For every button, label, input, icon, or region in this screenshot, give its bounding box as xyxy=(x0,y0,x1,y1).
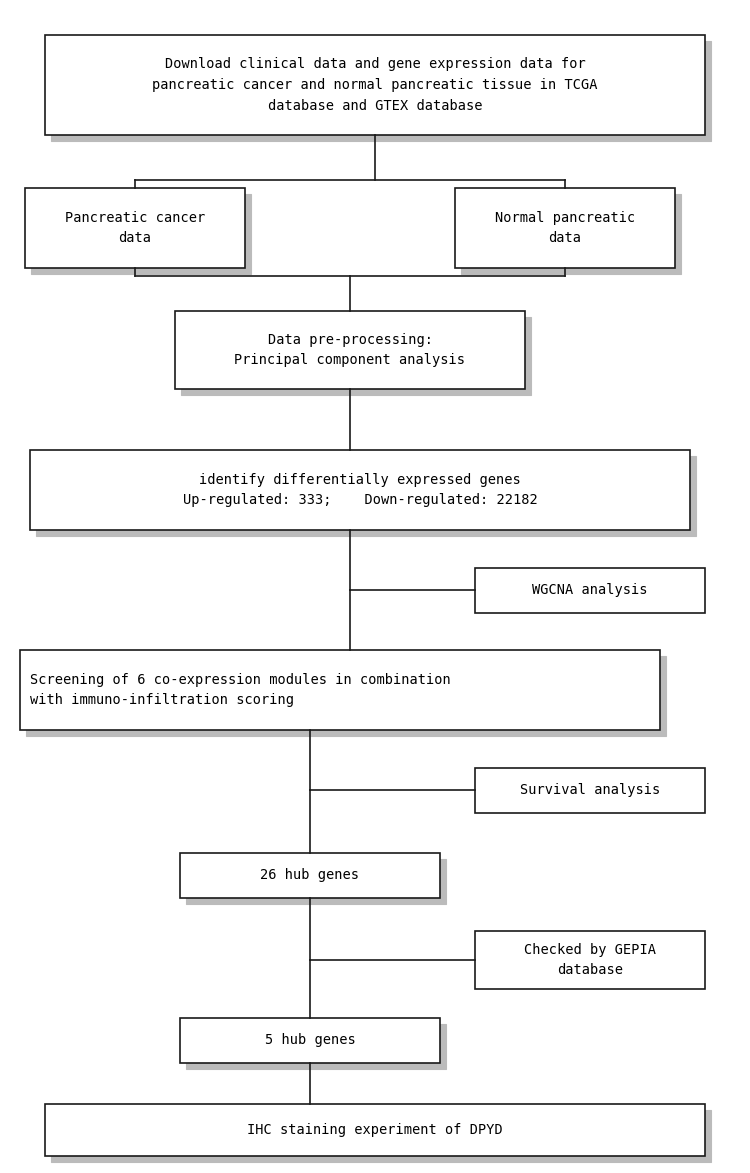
Text: 26 hub genes: 26 hub genes xyxy=(260,868,359,882)
FancyBboxPatch shape xyxy=(25,188,245,267)
Text: Normal pancreatic
data: Normal pancreatic data xyxy=(495,211,635,245)
Text: IHC staining experiment of DPYD: IHC staining experiment of DPYD xyxy=(248,1123,502,1137)
Text: 5 hub genes: 5 hub genes xyxy=(265,1033,356,1047)
Text: Screening of 6 co-expression modules in combination
with immuno-infiltration sco: Screening of 6 co-expression modules in … xyxy=(30,672,451,707)
Text: Survival analysis: Survival analysis xyxy=(520,784,660,796)
Text: Download clinical data and gene expression data for
pancreatic cancer and normal: Download clinical data and gene expressi… xyxy=(152,57,598,113)
FancyBboxPatch shape xyxy=(181,317,531,395)
FancyBboxPatch shape xyxy=(461,194,681,274)
Text: Data pre-processing:
Principal component analysis: Data pre-processing: Principal component… xyxy=(235,333,466,367)
FancyBboxPatch shape xyxy=(475,568,705,612)
FancyBboxPatch shape xyxy=(26,656,666,735)
FancyBboxPatch shape xyxy=(186,859,446,903)
Text: WGCNA analysis: WGCNA analysis xyxy=(532,583,648,597)
Text: Pancreatic cancer
data: Pancreatic cancer data xyxy=(64,211,205,245)
FancyBboxPatch shape xyxy=(475,767,705,813)
FancyBboxPatch shape xyxy=(51,1110,711,1162)
FancyBboxPatch shape xyxy=(36,456,696,536)
FancyBboxPatch shape xyxy=(455,188,675,267)
FancyBboxPatch shape xyxy=(180,1017,440,1063)
FancyBboxPatch shape xyxy=(45,35,705,135)
FancyBboxPatch shape xyxy=(45,1104,705,1157)
FancyBboxPatch shape xyxy=(20,650,660,730)
FancyBboxPatch shape xyxy=(30,450,690,530)
FancyBboxPatch shape xyxy=(175,311,525,389)
FancyBboxPatch shape xyxy=(180,853,440,897)
FancyBboxPatch shape xyxy=(186,1024,446,1069)
FancyBboxPatch shape xyxy=(31,194,251,274)
Text: Checked by GEPIA
database: Checked by GEPIA database xyxy=(524,943,656,977)
FancyBboxPatch shape xyxy=(51,41,711,141)
FancyBboxPatch shape xyxy=(475,931,705,989)
Text: identify differentially expressed genes
Up-regulated: 333;    Down-regulated: 22: identify differentially expressed genes … xyxy=(183,473,537,507)
